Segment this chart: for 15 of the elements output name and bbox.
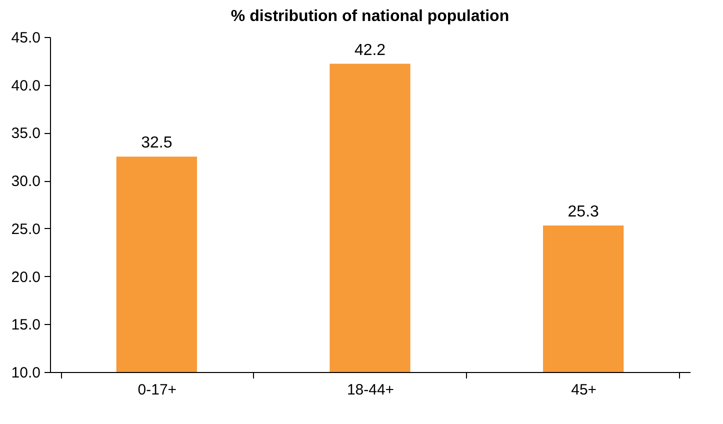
x-tick-label: 45+	[571, 382, 597, 398]
y-tick-label: 45.0	[11, 30, 40, 46]
y-tick-label: 30.0	[11, 173, 40, 190]
y-tick-label: 15.0	[11, 316, 40, 334]
x-tick-label: 18-44+	[346, 382, 394, 398]
y-tick-label: 40.0	[11, 77, 40, 94]
y-tick-label: 25.0	[11, 220, 40, 238]
data-label: 25.3	[568, 204, 600, 221]
chart-title: % distribution of national population	[230, 8, 510, 25]
y-tick-label: 35.0	[11, 125, 40, 142]
y-tick-label: 20.0	[11, 268, 40, 286]
data-label: 32.5	[141, 134, 172, 152]
data-label: 42.2	[354, 42, 386, 59]
x-tick-label: 0-17+	[138, 382, 177, 398]
y-tick-label: 10.0	[11, 364, 40, 382]
